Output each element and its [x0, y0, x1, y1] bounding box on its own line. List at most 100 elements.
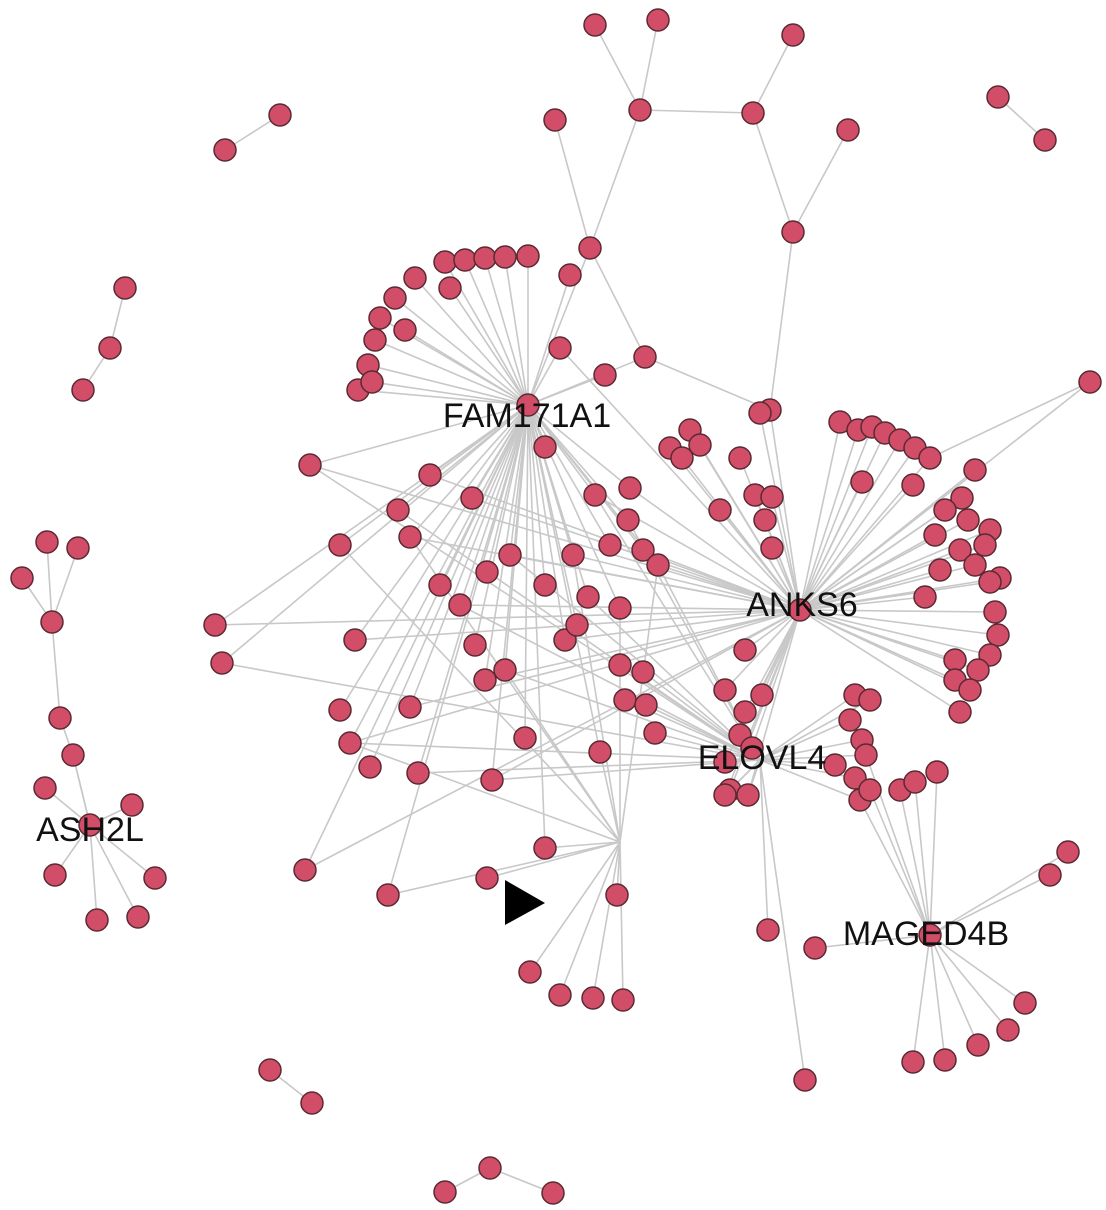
edge	[309, 464, 801, 611]
edge	[799, 609, 996, 613]
node	[66, 536, 90, 560]
node	[901, 1050, 925, 1074]
node	[748, 401, 772, 425]
node	[803, 936, 827, 960]
edge	[799, 609, 991, 656]
edge	[699, 444, 801, 611]
node	[85, 908, 109, 932]
node	[71, 378, 95, 402]
node	[548, 336, 572, 360]
node	[958, 678, 982, 702]
edge	[869, 789, 931, 936]
node	[293, 858, 317, 882]
node	[210, 651, 234, 675]
node	[618, 476, 642, 500]
edge	[594, 494, 761, 761]
node	[10, 566, 34, 590]
edge	[486, 841, 621, 879]
edge	[629, 487, 801, 611]
edge	[914, 781, 931, 936]
node	[565, 613, 589, 637]
edge	[409, 404, 529, 538]
node	[633, 345, 657, 369]
edge	[592, 841, 621, 999]
node	[448, 593, 472, 617]
node	[393, 318, 417, 342]
edge	[387, 841, 621, 896]
edge	[657, 564, 801, 611]
edge	[759, 759, 861, 801]
node	[33, 776, 57, 800]
edge	[484, 609, 801, 681]
edge	[527, 404, 631, 489]
node	[966, 658, 990, 682]
node	[741, 101, 765, 125]
edge	[527, 404, 601, 753]
node	[1038, 863, 1062, 887]
node	[973, 533, 997, 557]
edge	[769, 231, 794, 411]
edge	[414, 277, 529, 406]
edge	[619, 841, 624, 1001]
edge	[527, 404, 546, 849]
edge	[814, 934, 931, 949]
node	[750, 683, 774, 707]
node	[473, 246, 497, 270]
node	[543, 108, 567, 132]
edge	[929, 934, 979, 1046]
node	[98, 336, 122, 360]
node	[733, 638, 757, 662]
node	[781, 23, 805, 47]
node	[433, 1180, 457, 1204]
node	[578, 236, 602, 260]
node	[956, 508, 980, 532]
edge	[544, 841, 621, 849]
node	[203, 613, 227, 637]
edge	[564, 609, 801, 641]
edge	[799, 581, 991, 611]
edge	[764, 519, 801, 611]
edge	[752, 34, 794, 114]
node	[268, 103, 292, 127]
node	[398, 525, 422, 549]
edge	[929, 934, 946, 1061]
node	[963, 553, 987, 577]
node	[358, 755, 382, 779]
edge	[429, 404, 529, 476]
edge	[504, 256, 529, 406]
node	[475, 560, 499, 584]
edge	[589, 109, 641, 249]
node	[608, 653, 632, 677]
node	[836, 118, 860, 142]
edge	[524, 404, 529, 739]
node	[480, 768, 504, 792]
edge	[799, 484, 914, 611]
edge	[529, 841, 621, 973]
node	[950, 486, 974, 510]
edge	[371, 381, 529, 406]
edge	[594, 24, 641, 111]
edge	[759, 412, 801, 611]
edge	[504, 669, 621, 843]
edge	[771, 496, 801, 611]
edge	[504, 404, 529, 671]
edge	[929, 771, 938, 936]
edge	[471, 404, 529, 499]
node	[918, 446, 942, 470]
node	[1033, 128, 1057, 152]
node	[518, 960, 542, 984]
node	[858, 688, 882, 712]
node	[713, 750, 737, 774]
node	[48, 706, 72, 730]
node	[533, 573, 557, 597]
node	[360, 370, 384, 394]
node	[928, 558, 952, 582]
edge	[404, 329, 529, 406]
node	[113, 276, 137, 300]
node	[1013, 991, 1037, 1015]
edge	[929, 381, 1091, 459]
node	[78, 813, 102, 837]
node	[996, 1018, 1020, 1042]
edge	[642, 549, 801, 611]
